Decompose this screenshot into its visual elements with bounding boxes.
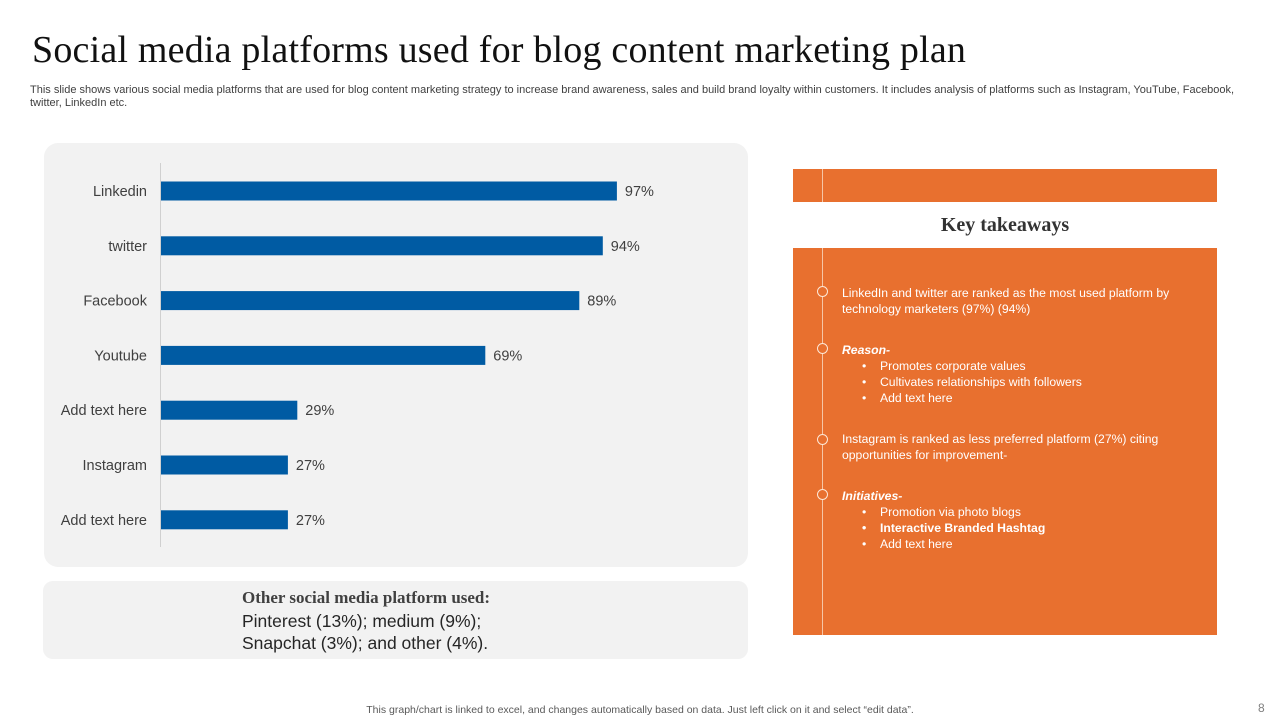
bar[interactable] — [161, 400, 298, 420]
bar[interactable] — [161, 181, 617, 201]
other-platforms-heading-colon: : — [484, 588, 491, 607]
bar[interactable] — [161, 236, 603, 256]
reason-list: Promotes corporate values Cultivates rel… — [842, 358, 1172, 406]
footer-note: This graph/chart is linked to excel, and… — [366, 704, 914, 716]
initiative-item: Promotion via photo blogs — [842, 504, 1172, 520]
reason-item: Add text here — [842, 390, 1172, 406]
data-label: 97% — [625, 184, 654, 200]
category-label: Instagram — [83, 458, 147, 474]
slide-subtitle: This slide shows various social media pl… — [30, 84, 1235, 109]
category-label: twitter — [108, 239, 147, 255]
data-label: 29% — [305, 403, 334, 419]
timeline-dot — [817, 343, 828, 354]
data-label: 27% — [296, 458, 325, 474]
takeaway-initiatives: Initiatives- Promotion via photo blogs I… — [842, 488, 1172, 552]
takeaway-point-instagram: Instagram is ranked as less preferred pl… — [842, 432, 1159, 462]
page-number: 8 — [1258, 701, 1265, 715]
timeline-dot — [817, 434, 828, 445]
data-label: 27% — [296, 513, 325, 529]
other-platforms-panel: Other social media platform used: Pinter… — [43, 581, 748, 659]
takeaways-box — [793, 248, 1217, 635]
bar-chart[interactable]: Linkedin 97% twitter 94% Facebook 89% Youtube 6… — [44, 143, 748, 567]
category-label: Facebook — [83, 294, 147, 310]
category-label: Add text here — [61, 403, 147, 419]
data-label: 69% — [493, 348, 522, 364]
takeaways-title: Key takeaways — [940, 214, 1070, 236]
initiative-item: Add text here — [842, 536, 1172, 552]
other-platforms-heading-text: Other social media platform used — [242, 588, 485, 607]
initiatives-list: Promotion via photo blogs Interactive Br… — [842, 504, 1172, 552]
reason-item: Cultivates relationships with followers — [842, 374, 1172, 390]
takeaway-reason: Reason- Promotes corporate values Cultiv… — [842, 342, 1172, 406]
takeaways-header-strip — [793, 169, 1217, 202]
timeline-gap — [815, 202, 831, 248]
reason-heading: Reason- — [842, 343, 891, 357]
category-label: Add text here — [61, 513, 147, 529]
data-label: 89% — [587, 294, 616, 310]
category-label: Linkedin — [93, 184, 147, 200]
bar[interactable] — [161, 510, 288, 530]
initiatives-heading: Initiatives- — [842, 489, 903, 503]
other-platforms-text: Pinterest (13%); medium (9%); Snapchat (… — [242, 611, 489, 653]
reason-item: Promotes corporate values — [842, 358, 1172, 374]
timeline-line — [822, 169, 823, 635]
other-platforms-heading: Other social media platform used: — [242, 588, 490, 608]
slide-title: Social media platforms used for blog con… — [32, 29, 967, 71]
bar[interactable] — [161, 291, 580, 311]
timeline-dot — [817, 489, 828, 500]
takeaway-point-ranking: LinkedIn and twitter are ranked as the m… — [842, 286, 1170, 316]
initiative-item: Interactive Branded Hashtag — [842, 520, 1172, 536]
chart-panel[interactable]: Linkedin 97% twitter 94% Facebook 89% Youtube 6… — [44, 143, 748, 567]
category-label: Youtube — [94, 348, 147, 364]
bar[interactable] — [161, 345, 486, 365]
timeline-dot — [817, 286, 828, 297]
data-label: 94% — [611, 239, 640, 255]
bar[interactable] — [161, 455, 288, 475]
